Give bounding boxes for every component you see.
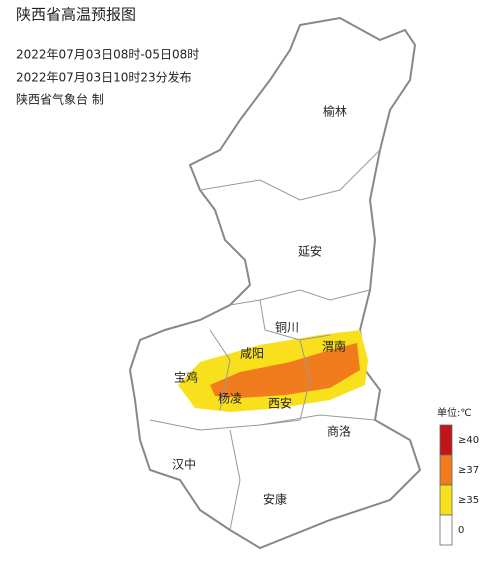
legend-label: ≥40 xyxy=(458,435,479,446)
city-label: 杨凌 xyxy=(218,391,242,406)
city-label: 西安 xyxy=(268,396,292,411)
city-label: 宝鸡 xyxy=(174,370,198,385)
district-borders xyxy=(149,149,381,531)
city-label: 商洛 xyxy=(327,424,351,439)
legend-swatch xyxy=(439,514,453,546)
period: 2022年07月03日08时-05日08时 xyxy=(16,48,199,62)
legend: ≥40 ≥37 ≥35 0 xyxy=(439,424,479,546)
heat-37 xyxy=(210,343,360,398)
city-label: 榆林 xyxy=(323,104,347,119)
province-outline xyxy=(128,16,422,550)
legend-label: ≥37 xyxy=(458,465,479,476)
city-label: 咸阳 xyxy=(240,347,264,361)
legend-swatch xyxy=(439,454,453,486)
legend-label: ≥35 xyxy=(458,495,479,506)
legend-label: 0 xyxy=(458,525,464,536)
city-label: 安康 xyxy=(263,492,287,507)
publisher: 陕西省气象台 制 xyxy=(16,92,104,107)
legend-swatch xyxy=(439,484,453,516)
map-title: 陕西省高温预报图 xyxy=(16,6,136,24)
city-label: 渭南 xyxy=(322,339,346,354)
issued: 2022年07月03日10时23分发布 xyxy=(16,70,192,85)
legend-unit: 单位:℃ xyxy=(437,406,472,419)
city-label: 铜川 xyxy=(275,320,299,335)
legend-swatch xyxy=(439,424,453,456)
city-label: 延安 xyxy=(298,244,322,259)
city-label: 汉中 xyxy=(172,457,196,472)
